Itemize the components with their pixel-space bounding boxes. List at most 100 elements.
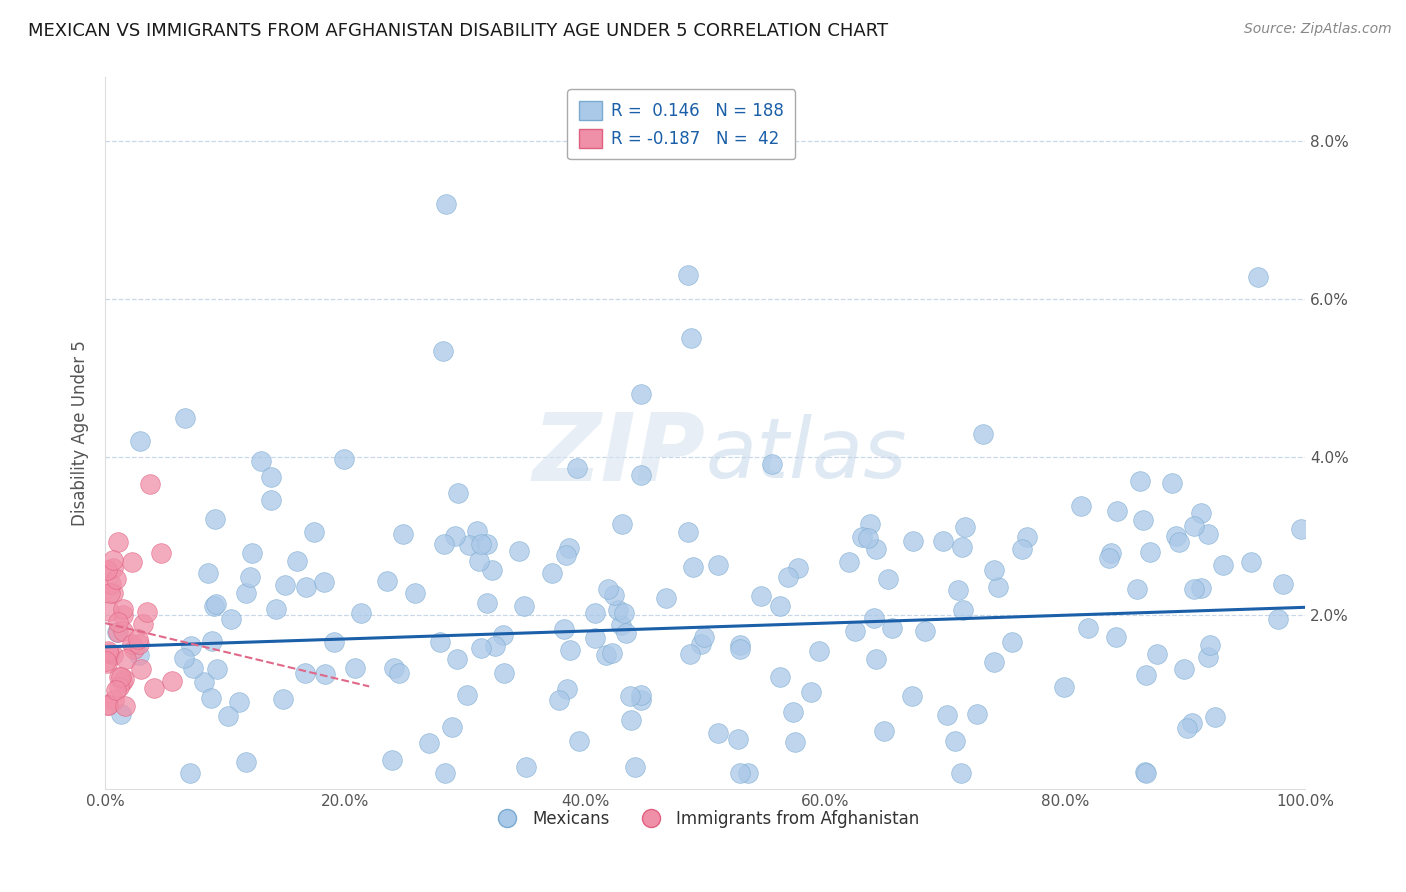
Point — [1105, 630, 1128, 644]
Point — [595, 648, 617, 662]
Point — [865, 652, 887, 666]
Point — [467, 554, 489, 568]
Point — [1166, 529, 1188, 543]
Point — [98, 586, 121, 600]
Point — [477, 596, 499, 610]
Point — [149, 546, 172, 560]
Point — [228, 695, 250, 709]
Point — [1289, 522, 1312, 536]
Point — [110, 707, 132, 722]
Point — [104, 682, 127, 697]
Point — [235, 756, 257, 770]
Point — [447, 486, 470, 500]
Point — [1267, 612, 1289, 626]
Point — [200, 690, 222, 705]
Point — [260, 470, 283, 484]
Point — [931, 533, 953, 548]
Point — [114, 699, 136, 714]
Point — [107, 615, 129, 629]
Point — [249, 454, 271, 468]
Text: atlas: atlas — [706, 414, 907, 495]
Point — [492, 628, 515, 642]
Point — [613, 606, 636, 620]
Point — [160, 673, 183, 688]
Point — [598, 582, 620, 597]
Point — [204, 512, 226, 526]
Point — [727, 731, 749, 746]
Point — [201, 634, 224, 648]
Point — [558, 643, 581, 657]
Point — [110, 670, 132, 684]
Point — [946, 582, 969, 597]
Point — [620, 713, 643, 727]
Point — [541, 566, 564, 580]
Point — [122, 642, 145, 657]
Point — [1146, 648, 1168, 662]
Point — [676, 268, 699, 282]
Point — [104, 572, 127, 586]
Point — [285, 554, 308, 568]
Point — [606, 602, 628, 616]
Point — [872, 724, 894, 739]
Point — [987, 580, 1010, 594]
Point — [264, 602, 287, 616]
Point — [107, 535, 129, 549]
Point — [1167, 535, 1189, 549]
Point — [1240, 555, 1263, 569]
Point — [508, 544, 530, 558]
Point — [983, 655, 1005, 669]
Point — [619, 689, 641, 703]
Point — [914, 624, 936, 638]
Point — [1105, 503, 1128, 517]
Point — [180, 639, 202, 653]
Point — [492, 665, 515, 680]
Point — [728, 766, 751, 780]
Point — [858, 532, 880, 546]
Point — [614, 626, 637, 640]
Point — [96, 698, 118, 712]
Point — [344, 661, 367, 675]
Point — [121, 555, 143, 569]
Point — [693, 631, 716, 645]
Point — [851, 530, 873, 544]
Point — [217, 708, 239, 723]
Point — [465, 524, 488, 538]
Point — [1133, 764, 1156, 779]
Point — [761, 457, 783, 471]
Point — [953, 520, 976, 534]
Point — [769, 599, 792, 614]
Point — [388, 666, 411, 681]
Point — [260, 492, 283, 507]
Point — [630, 693, 652, 707]
Point — [1135, 766, 1157, 780]
Point — [96, 657, 118, 671]
Point — [583, 606, 606, 620]
Point — [568, 734, 591, 748]
Point — [1182, 582, 1205, 596]
Point — [446, 652, 468, 666]
Point — [174, 410, 197, 425]
Point — [1135, 668, 1157, 682]
Point — [434, 197, 457, 211]
Point — [481, 563, 503, 577]
Point — [112, 608, 135, 623]
Point — [433, 536, 456, 550]
Point — [440, 720, 463, 734]
Point — [418, 736, 440, 750]
Point — [901, 534, 924, 549]
Point — [778, 569, 800, 583]
Point — [129, 662, 152, 676]
Point — [204, 599, 226, 613]
Point — [603, 588, 626, 602]
Point — [728, 641, 751, 656]
Point — [235, 586, 257, 600]
Point — [333, 451, 356, 466]
Point — [121, 637, 143, 651]
Point — [107, 624, 129, 639]
Point — [966, 706, 988, 721]
Point — [1129, 474, 1152, 488]
Point — [111, 602, 134, 616]
Point — [807, 644, 830, 658]
Point — [555, 549, 578, 563]
Point — [108, 670, 131, 684]
